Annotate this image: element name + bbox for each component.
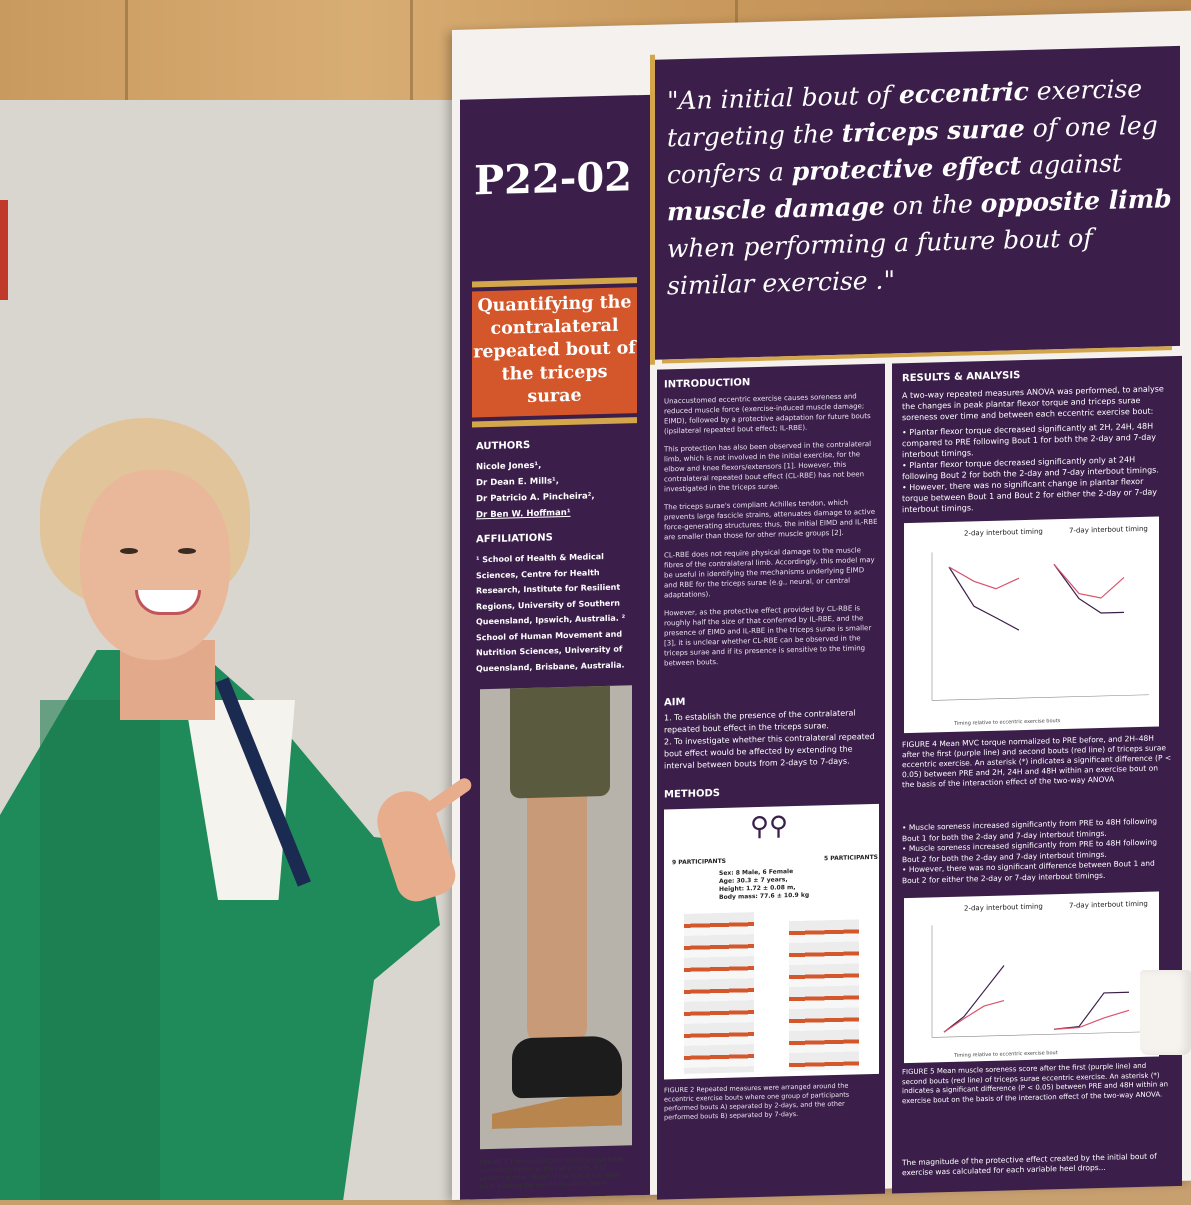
figure2-caption: FIGURE 2 Repeated measures were arranged… xyxy=(664,1081,850,1122)
fig5-left-title: 2-day interbout timing xyxy=(964,903,1043,913)
quote-fragment: on the xyxy=(884,189,981,221)
timeline-b xyxy=(789,919,859,1072)
fig5-bout1-line-left xyxy=(943,965,1005,1033)
quote-fragment: eccentric xyxy=(898,76,1029,110)
results-bullet: • However, there was no significant chan… xyxy=(902,476,1158,515)
poster-title: Quantifying the contralateral repeated b… xyxy=(472,287,637,418)
results-text: A two-way repeated measures ANOVA was pe… xyxy=(902,383,1172,515)
face xyxy=(80,470,230,660)
fig4-bout2-line-right xyxy=(1053,563,1125,599)
figure1-caption: FIGURE 1 The main function of the tricep… xyxy=(480,1155,627,1191)
paper-cup xyxy=(1140,970,1191,1055)
intro-paragraph: The triceps surae's compliant Achilles t… xyxy=(664,498,878,542)
results-text-2: • Muscle soreness increased significantl… xyxy=(902,816,1172,886)
fig4-right-title: 7-day interbout timing xyxy=(1069,525,1148,535)
intro-paragraph: Unaccustomed eccentric exercise causes s… xyxy=(664,392,871,436)
research-poster: P22-02 Quantifying the contralateral rep… xyxy=(452,10,1191,1201)
shoe-photo xyxy=(512,1035,622,1099)
timeline-a xyxy=(684,912,754,1074)
fig5-bout2-line-left xyxy=(943,999,1005,1033)
quote-fragment: triceps surae xyxy=(841,113,1025,148)
group-b-label: 5 PARTICIPANTS xyxy=(824,853,878,863)
quote-fragment: protective effect xyxy=(791,151,1022,187)
figure4-svg: 2-day interbout timing 7-day interbout t… xyxy=(931,525,1149,727)
group-a-label: 9 PARTICIPANTS xyxy=(672,857,726,867)
fig5-x-axis xyxy=(932,1031,1149,1038)
results-bullet-text: However, there was no significant change… xyxy=(902,476,1158,515)
wall-seam xyxy=(125,0,128,140)
authors-list: Nicole Jones¹, Dr Dean E. Mills¹, Dr Pat… xyxy=(476,455,646,523)
jacket-shading xyxy=(40,700,160,1200)
fig5-right-title: 7-day interbout timing xyxy=(1069,900,1148,910)
affiliations-heading: AFFILIATIONS xyxy=(476,532,553,546)
wall-seam xyxy=(410,0,413,140)
figure4-chart: 2-day interbout timing 7-day interbout t… xyxy=(904,516,1159,734)
key-finding-quote: "An initial bout of eccentric exercise t… xyxy=(667,69,1172,304)
gold-divider xyxy=(650,54,655,365)
fig4-bout2-line-left xyxy=(948,566,1020,590)
fig5-bout2-line-right xyxy=(1053,1009,1130,1030)
fig4-bout1-line-right xyxy=(1053,563,1124,614)
shorts-photo xyxy=(510,685,610,799)
intro-paragraph: CL-RBE does not require physical damage … xyxy=(664,546,875,600)
results-intro: A two-way repeated measures ANOVA was pe… xyxy=(902,384,1164,423)
aim-item: 2. To investigate whether this contralat… xyxy=(664,731,875,771)
methods-diagram: 9 PARTICIPANTS 5 PARTICIPANTS ⚲⚲ Sex: 8 … xyxy=(664,803,879,1080)
participant-demographics: Sex: 8 Male, 6 Female Age: 30.3 ± 7 year… xyxy=(719,868,809,902)
fig4-series xyxy=(948,563,1125,631)
poster-id: P22-02 xyxy=(474,153,633,205)
right-eye xyxy=(178,548,196,554)
quote-fragment: "An initial bout of xyxy=(667,80,899,116)
participants-icon: ⚲⚲ xyxy=(749,811,789,843)
fig4-x-axis xyxy=(932,694,1149,701)
fig5-xlabel: Timing relative to eccentric exercise bo… xyxy=(953,1050,1058,1059)
figure4-caption: FIGURE 4 Mean MVC torque normalized to P… xyxy=(902,733,1172,790)
fig5-series xyxy=(943,965,1130,1033)
fig4-left-title: 2-day interbout timing xyxy=(964,528,1043,538)
fig4-bout1-line-left xyxy=(948,566,1020,631)
quote-fragment: against xyxy=(1021,148,1122,181)
figure5-chart: 2-day interbout timing 7-day interbout t… xyxy=(904,891,1159,1064)
aim-list: 1. To establish the presence of the cont… xyxy=(664,707,879,773)
methods-heading: METHODS xyxy=(664,787,720,801)
left-eye xyxy=(120,548,138,554)
figure5-caption: FIGURE 5 Mean muscle soreness score afte… xyxy=(902,1061,1169,1105)
figure5-svg: 2-day interbout timing 7-day interbout t… xyxy=(931,900,1149,1059)
affiliations-text: ¹ School of Health & Medical Sciences, C… xyxy=(476,552,626,673)
quote-fragment: when performing a future bout of similar… xyxy=(667,223,1093,301)
quote-fragment: muscle damage xyxy=(667,191,885,227)
fig5-bout1-line-right xyxy=(1053,991,1129,1030)
board-edge-marker xyxy=(0,200,8,300)
introduction-heading: INTRODUCTION xyxy=(664,377,751,391)
demographic-mass: Body mass: 77.6 ± 10.9 kg xyxy=(719,891,810,902)
intro-paragraph: This protection has also been observed i… xyxy=(664,440,872,494)
introduction-text: Unaccustomed eccentric exercise causes s… xyxy=(664,391,879,669)
intro-paragraph: However, as the protective effect provid… xyxy=(664,604,872,668)
authors-heading: AUTHORS xyxy=(476,439,531,453)
fig4-xlabel: Timing relative to eccentric exercise bo… xyxy=(953,718,1061,727)
aim-heading: AIM xyxy=(664,696,686,709)
quote-fragment: opposite limb xyxy=(980,184,1172,219)
